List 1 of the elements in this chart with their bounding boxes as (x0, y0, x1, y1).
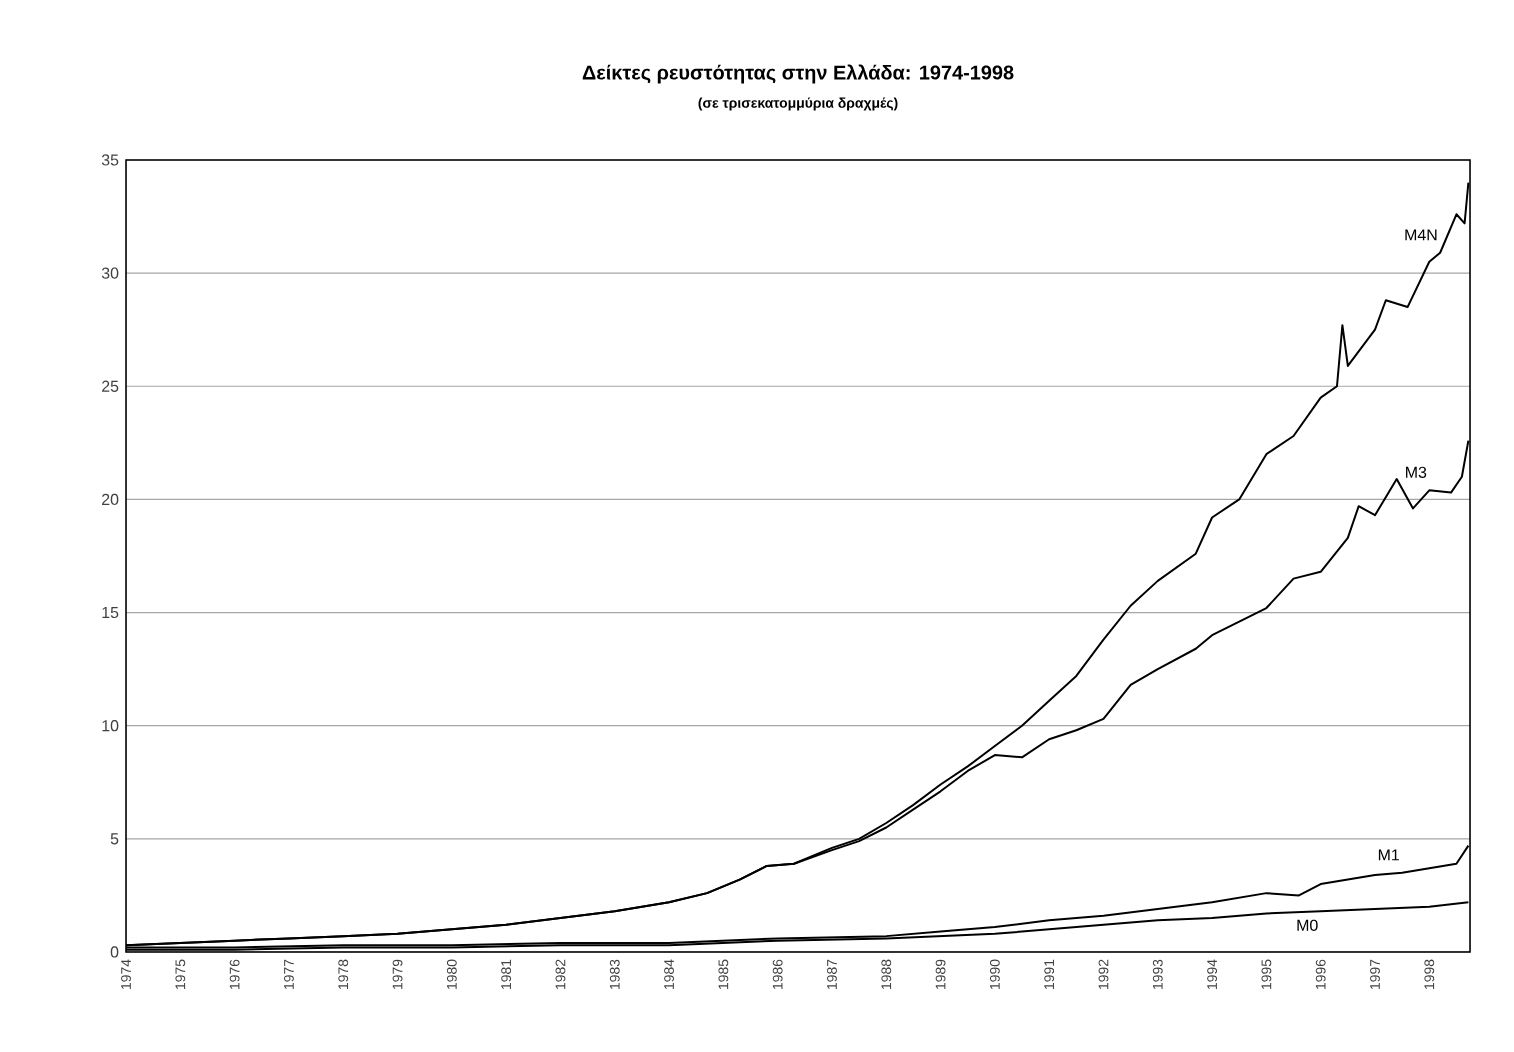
chart-title: Δείκτες ρευστότητας στην Ελλάδα: 1974-1998 (582, 64, 1014, 84)
